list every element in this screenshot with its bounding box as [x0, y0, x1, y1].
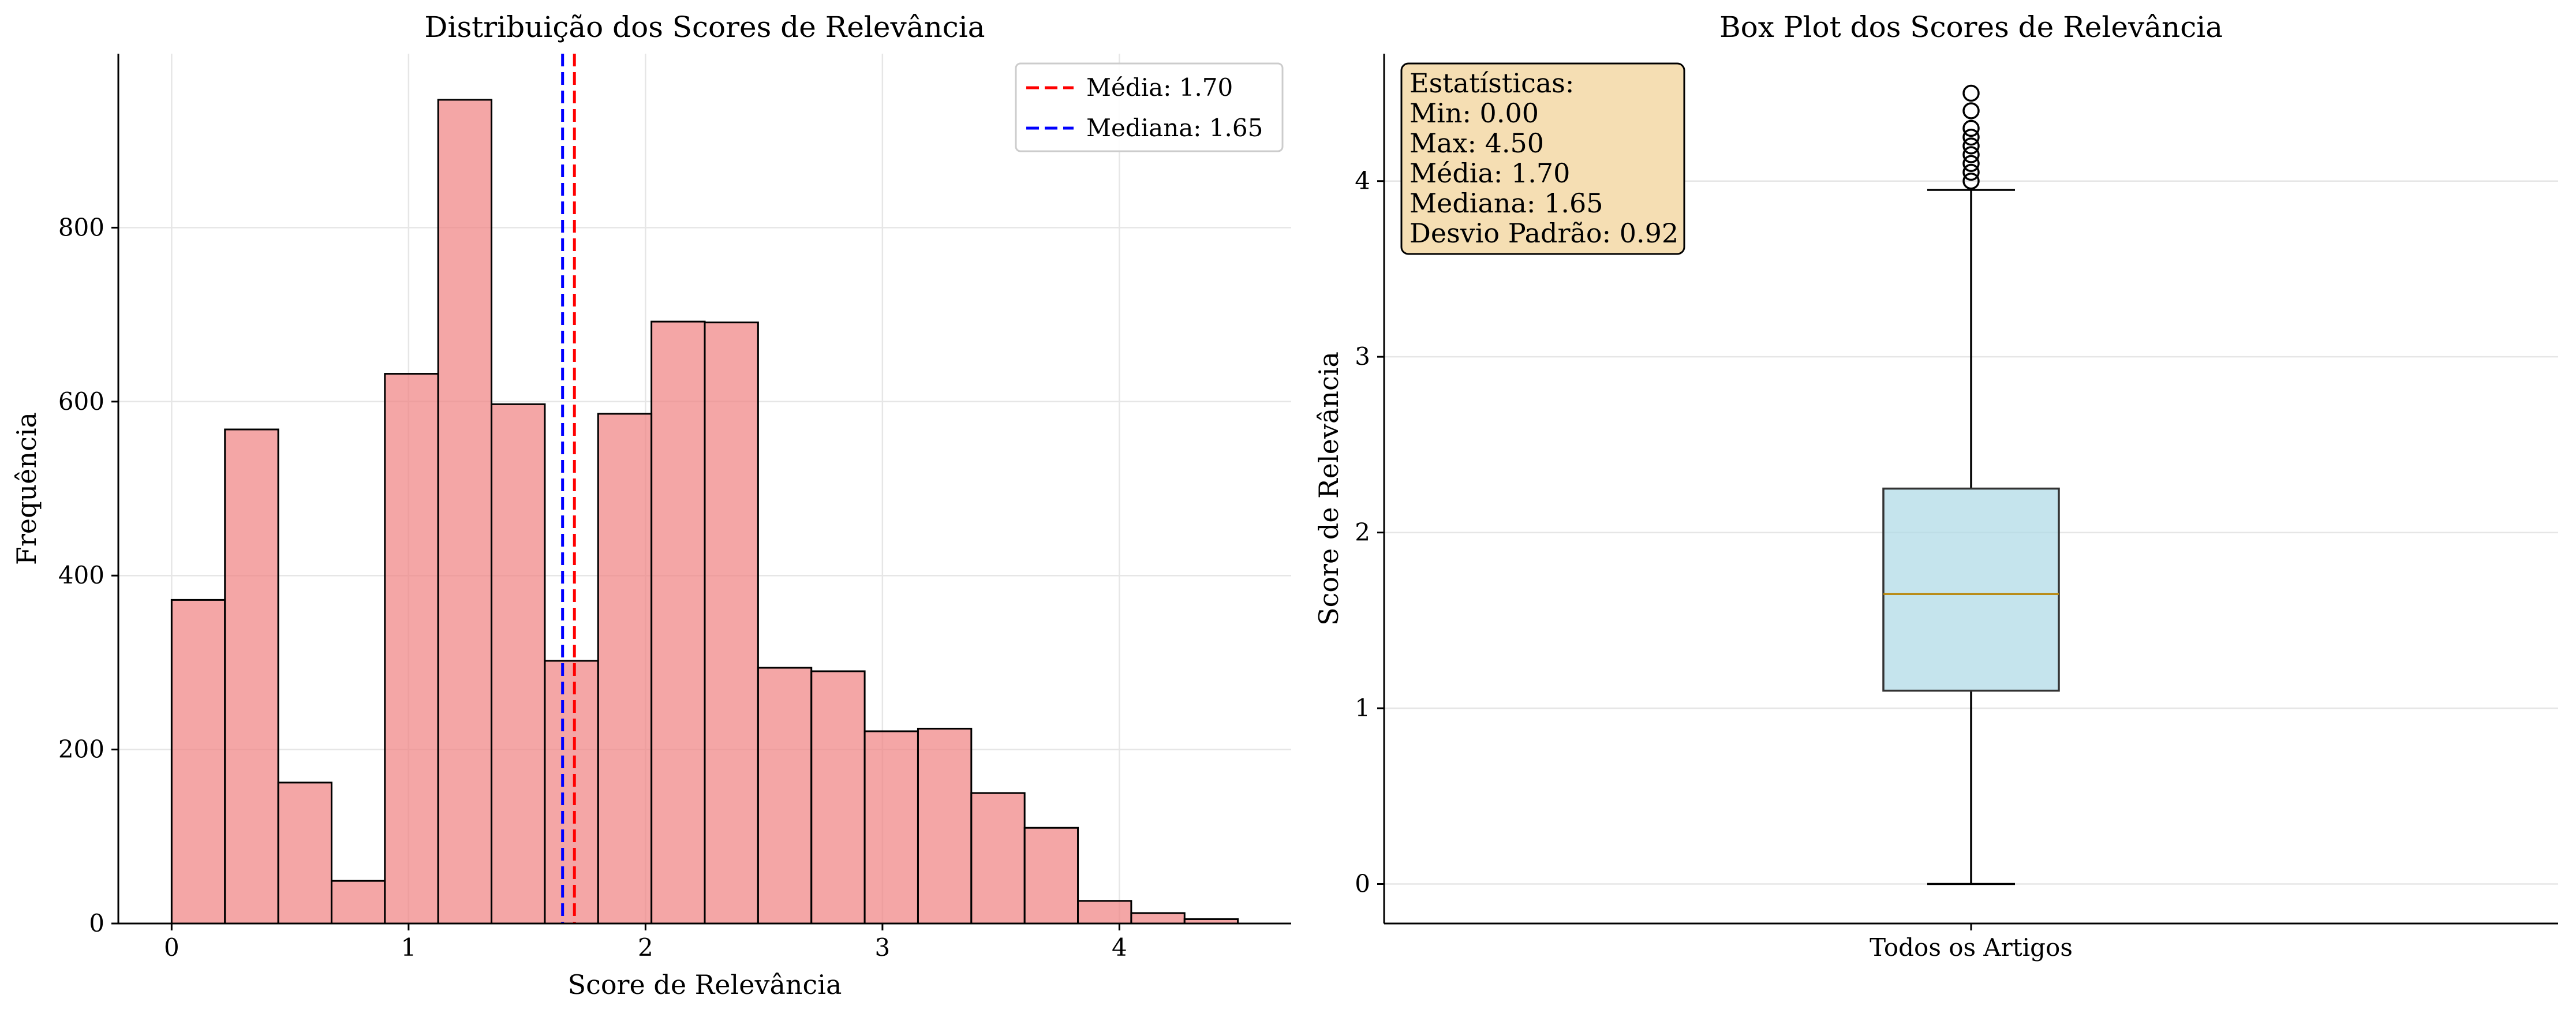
histogram-bar: [704, 321, 759, 925]
statistics-line: Estatísticas:: [1409, 68, 1574, 99]
histogram-y-tick-label: 600: [58, 387, 104, 416]
statistics-line: Min: 0.00: [1409, 98, 1539, 129]
histogram-bar: [1077, 900, 1132, 925]
boxplot-panel: 0 1 2 3 4 Todos os Artigos Box Plot dos Score…: [1313, 10, 2558, 962]
histogram-y-tick-label: 200: [58, 735, 104, 764]
histogram-x-tick-label: 3: [875, 933, 891, 962]
legend-entry: Mediana: 1.65: [1086, 114, 1263, 142]
boxplot-category-label: Todos os Artigos: [1870, 933, 2073, 962]
histogram-bar: [810, 670, 866, 925]
histogram-bar: [970, 792, 1026, 925]
histogram-bar: [1023, 827, 1079, 925]
outlier-point: [1962, 146, 1980, 163]
statistics-line: Média: 1.70: [1409, 158, 1570, 189]
histogram-bar: [757, 667, 813, 925]
histogram-bar: [384, 373, 439, 925]
boxplot-y-axis-label: Score de Relevância: [1313, 352, 1344, 626]
legend-frame: [1015, 62, 1284, 152]
outlier-point: [1962, 137, 1980, 155]
statistics-line: Mediana: 1.65: [1409, 188, 1603, 219]
statistics-line: Max: 4.50: [1409, 128, 1544, 159]
histogram-axes: 0 1 2 3 4 0 200 400 600 800: [58, 54, 1291, 962]
outlier-point: [1962, 163, 1980, 181]
outlier-point: [1962, 119, 1980, 137]
legend-entry: Média: 1.70: [1086, 73, 1233, 102]
histogram-bar: [170, 599, 226, 925]
histogram-x-tick-label: 0: [164, 933, 180, 962]
boxplot-y-tick-label: 2: [1355, 518, 1370, 547]
outlier-point: [1962, 172, 1980, 190]
histogram-bar: [650, 320, 706, 925]
histogram-x-tick-label: 1: [401, 933, 417, 962]
interquartile-box: [1882, 487, 2060, 692]
boxplot-y-tick-label: 3: [1355, 342, 1370, 371]
statistics-box-frame: [1400, 62, 1685, 255]
outlier-point: [1962, 128, 1980, 146]
histogram-bar: [224, 428, 279, 925]
histogram-y-axis-label: Frequência: [11, 412, 42, 565]
histogram-x-tick-label: 2: [638, 933, 653, 962]
histogram-bar: [277, 782, 332, 925]
histogram-bar: [1130, 912, 1186, 925]
histogram-y-tick-label: 0: [89, 909, 104, 937]
histogram-title: Distribuição dos Scores de Relevância: [424, 10, 985, 44]
histogram-y-tick-label: 400: [58, 561, 104, 589]
histogram-bar: [597, 413, 653, 925]
histogram-y-tick-label: 800: [58, 213, 104, 241]
histogram-bar: [863, 730, 919, 925]
histogram-bar: [544, 660, 599, 925]
histogram-bar: [330, 880, 386, 925]
histogram-bar: [917, 727, 973, 925]
histogram-x-tick-label: 4: [1112, 933, 1127, 962]
histogram-reference-lines: [561, 54, 576, 923]
histogram-x-axis-label: Score de Relevância: [568, 969, 842, 1000]
boxplot-axes: 0 1 2 3 4 Todos os Artigos: [1355, 54, 2558, 962]
boxplot-y-tick-label: 1: [1355, 694, 1370, 722]
histogram-bar: [491, 403, 546, 925]
boxplot-y-tick-label: 4: [1355, 167, 1370, 195]
boxplot-marks: [1882, 84, 2060, 885]
outlier-point: [1962, 84, 1980, 102]
outlier-point: [1962, 102, 1980, 119]
statistics-line: Desvio Padrão: 0.92: [1409, 218, 1678, 249]
histogram-bars: [170, 99, 1239, 925]
histogram-bar: [437, 99, 493, 925]
boxplot-title: Box Plot dos Scores de Relevância: [1719, 10, 2223, 44]
boxplot-y-tick-label: 0: [1355, 870, 1370, 898]
histogram-legend: Média: 1.70 Mediana: 1.65: [1015, 62, 1284, 152]
histogram-panel: 0 1 2 3 4 0 200 400 600 800 Distribuição dos Scor…: [11, 10, 1291, 1000]
outlier-point: [1962, 155, 1980, 173]
